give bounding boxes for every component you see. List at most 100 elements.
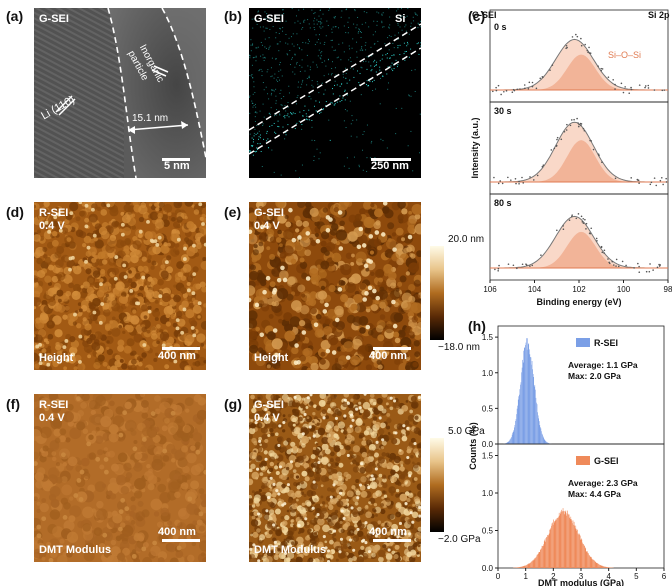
hist-bar: [567, 510, 568, 568]
xps-data-point: [516, 267, 518, 270]
xps-data-point: [649, 183, 652, 186]
xps-data-point: [563, 130, 566, 133]
hist-bar: [565, 510, 567, 568]
hist-bar: [530, 357, 532, 444]
xps-sample-label: G-SEI: [472, 10, 497, 20]
hist-bar: [522, 359, 523, 444]
xps-data-point: [603, 249, 606, 252]
hist-bar: [578, 533, 580, 568]
height-colorbar-min: −18.0 nm: [438, 342, 480, 353]
hist-bar: [528, 349, 530, 444]
hist-bar: [602, 566, 604, 568]
xps-data-point: [510, 179, 512, 181]
hist-bar: [551, 525, 552, 568]
hist-bar: [519, 567, 521, 568]
hist-legend-swatch: [576, 338, 590, 347]
hist-bar: [516, 414, 517, 444]
hist-bar: [563, 511, 564, 568]
xps-data-point: [512, 264, 515, 267]
xps-xlabel: Binding energy (eV): [536, 297, 621, 307]
hist-bar: [546, 537, 547, 568]
hist-bar: [584, 546, 585, 568]
xps-data-point: [648, 270, 651, 273]
hist-bar: [585, 548, 587, 568]
xps-data-point: [575, 217, 578, 220]
hist-bar: [507, 441, 509, 444]
hist-bar: [524, 347, 525, 444]
hist-bar: [511, 436, 512, 444]
hist-bar: [528, 563, 530, 568]
hist-bar: [542, 545, 544, 568]
xps-data-point: [565, 44, 568, 47]
hist-bar: [554, 521, 556, 568]
hist-bar: [528, 343, 530, 444]
hist-bar: [561, 509, 562, 568]
hist-bar: [525, 565, 527, 568]
hist-bar: [545, 440, 546, 444]
hist-bar: [538, 551, 540, 568]
scale-bar: [162, 347, 200, 350]
modulus-colorbar-min: −2.0 GPa: [438, 534, 481, 545]
xps-data-point: [597, 65, 599, 67]
hist-bar: [516, 567, 518, 568]
hist-bar: [509, 439, 511, 444]
xps-data-point: [507, 176, 509, 179]
hist-bar: [546, 536, 548, 568]
hist-bar: [593, 560, 595, 568]
xps-data-point: [612, 78, 614, 81]
xps-data-point: [630, 88, 633, 91]
hist-bar: [594, 561, 596, 568]
hist-bar: [563, 510, 565, 568]
hist-bar: [526, 349, 528, 444]
hist-bar: [543, 437, 544, 444]
hist-bar: [608, 567, 610, 568]
voltage-label: 0.4 V: [39, 412, 65, 424]
hist-bar: [568, 514, 569, 568]
xps-data-point: [585, 222, 588, 225]
hist-bar: [520, 566, 521, 568]
hist-bar: [569, 517, 570, 568]
hist-bar: [509, 440, 510, 444]
xps-data-point: [515, 182, 517, 185]
hist-bar: [550, 527, 552, 568]
hist-bar: [571, 519, 572, 568]
xps-data-point: [577, 213, 580, 215]
xps-data-point: [521, 176, 523, 179]
hist-bar: [521, 566, 523, 568]
hist-bar: [547, 534, 548, 568]
hist-bar: [505, 443, 507, 444]
xps-data-point: [531, 264, 534, 267]
hist-bar: [527, 338, 528, 444]
xps-data-point: [582, 222, 585, 224]
xps-data-point: [541, 165, 544, 168]
hist-bar: [531, 360, 533, 444]
hist-bar: [545, 538, 547, 568]
hist-bar: [521, 372, 522, 444]
hist-bar: [578, 534, 579, 568]
xps-data-point: [562, 225, 564, 227]
xps-data-point: [638, 265, 640, 268]
hist-bar: [540, 428, 542, 444]
mode-label: DMT Modulus: [39, 544, 112, 556]
hist-bar: [574, 528, 576, 568]
xps-data-point: [625, 264, 627, 267]
xps-data-point: [659, 179, 662, 182]
xps-data-point: [553, 147, 556, 150]
xps-data-point: [523, 84, 526, 86]
hist-bar: [546, 442, 548, 444]
hist-bar: [534, 558, 536, 568]
mode-label: Height: [39, 352, 74, 364]
xps-ylabel: Intensity (a.u.): [470, 117, 480, 178]
xps-data-point: [600, 67, 603, 70]
element-label: Si: [395, 13, 406, 25]
xps-data-point: [603, 252, 605, 254]
xps-data-point: [566, 46, 568, 49]
xps-data-point: [495, 86, 497, 89]
xps-subplot-label: 80 s: [494, 198, 512, 208]
hist-bar: [558, 516, 559, 568]
hist-bar: [572, 520, 574, 568]
xps-data-point: [620, 82, 623, 85]
xps-data-point: [592, 148, 595, 151]
sample-label: G-SEI: [254, 399, 284, 411]
hist-bar: [592, 559, 594, 568]
